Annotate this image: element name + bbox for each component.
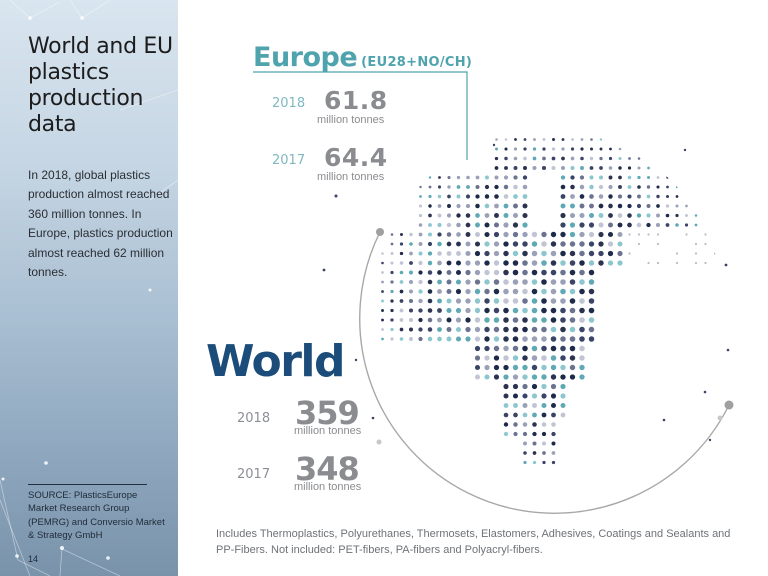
network-lines-decoration [0, 0, 178, 576]
europe-title: Europe [253, 42, 358, 73]
stat-value: 348 [295, 450, 360, 488]
stat-year: 2017 [237, 467, 271, 482]
sidebar-panel: World and EU plastics production data In… [0, 0, 178, 576]
stat-year: 2017 [272, 153, 306, 168]
page-title: World and EU plastics production data [28, 34, 173, 137]
summary-text: In 2018, global plastics production almo… [28, 168, 173, 280]
world-title: World [206, 336, 345, 387]
stat-unit: million tonnes [317, 171, 385, 183]
stat-value: 64.4 [324, 143, 388, 172]
stat-unit: million tonnes [294, 425, 362, 437]
stat-value: 359 [295, 394, 360, 432]
page-number: 14 [28, 554, 39, 564]
stat-value: 61.8 [324, 86, 388, 115]
scope-footnote: Includes Thermoplastics, Polyurethanes, … [216, 528, 731, 556]
europe-region-label: (EU28+NO/CH) [361, 55, 473, 70]
stat-year: 2018 [237, 411, 271, 426]
stat-year: 2018 [272, 96, 306, 111]
stat-unit: million tonnes [317, 114, 385, 126]
europe-connector-line [253, 71, 468, 160]
orbit-arc [359, 231, 730, 514]
europe-heading: Europe (EU28+NO/CH) [253, 42, 472, 73]
stat-unit: million tonnes [294, 481, 362, 493]
source-divider [28, 484, 147, 485]
source-citation: SOURCE: PlasticsEurope Market Research G… [28, 490, 165, 542]
